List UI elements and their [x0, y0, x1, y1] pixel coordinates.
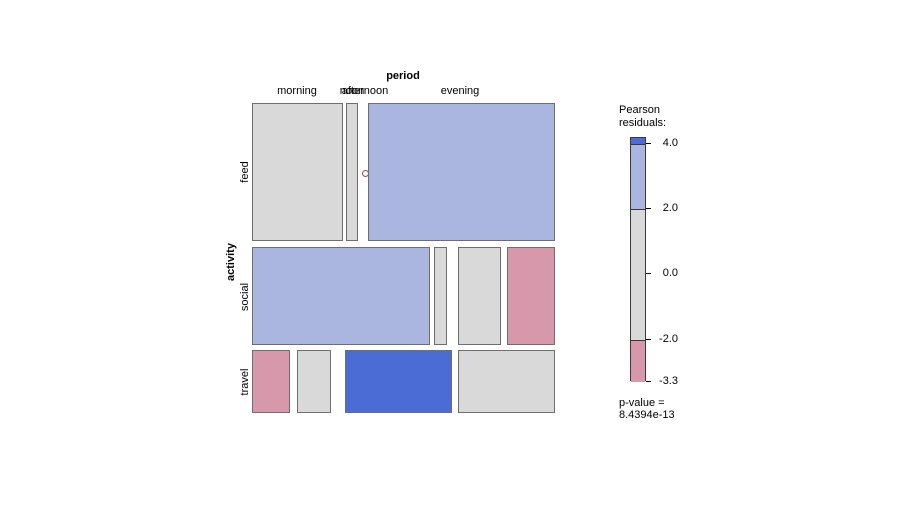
p-value-label: p-value =: [619, 397, 665, 409]
mosaic-tile-travel-morning: [252, 350, 290, 413]
legend-segment-positive: [631, 143, 645, 210]
mosaic-tile-travel-afternoon: [345, 350, 452, 413]
col-label-morning: morning: [277, 85, 317, 97]
legend-tick-mark: [646, 380, 651, 382]
legend-segment-neutral: [631, 209, 645, 340]
mosaic-tile-social-evening: [507, 247, 555, 345]
legend-tick-mark: [646, 338, 651, 340]
row-label-travel: travel: [239, 368, 251, 396]
column-variable-label: period: [386, 70, 420, 82]
legend-tick-label: 0.0: [662, 267, 678, 280]
mosaic-tile-social-noon: [434, 247, 447, 345]
row-variable-label: activity: [225, 243, 237, 281]
p-value-number: 8.4394e-13: [619, 409, 675, 421]
legend-segment-negative: [631, 339, 645, 382]
mosaic-tile-travel-noon: [297, 350, 331, 413]
legend-tick-mark: [646, 208, 651, 210]
legend-title-line1: Pearson: [619, 104, 660, 116]
legend-tick-mark: [646, 143, 651, 144]
mosaic-tile-feed-noon: [346, 103, 358, 241]
legend-segment-positive_high: [631, 138, 645, 144]
mosaic-tile-social-afternoon: [458, 247, 501, 345]
legend-color-bar: [630, 137, 646, 382]
mosaic-tile-social-morning: [252, 247, 430, 345]
legend-tick-mark: [646, 273, 651, 275]
row-label-feed: feed: [239, 161, 251, 183]
col-label-evening: evening: [440, 85, 480, 97]
mosaic-tile-feed-morning: [252, 103, 343, 241]
legend-tick-label: 4.0: [662, 137, 678, 149]
legend-tick-label: -2.0: [659, 332, 678, 345]
legend-title-line2: residuals:: [619, 117, 667, 129]
mosaic-tile-feed-evening: [368, 103, 555, 241]
col-label-afternoon: afternoon: [341, 85, 389, 97]
mosaic-tile-travel-evening: [458, 350, 555, 413]
col-label-noon: noon: [339, 85, 365, 97]
legend-tick-label: 2.0: [662, 202, 678, 215]
legend-tick-label: -3.3: [659, 374, 678, 387]
row-label-social: social: [239, 282, 251, 312]
